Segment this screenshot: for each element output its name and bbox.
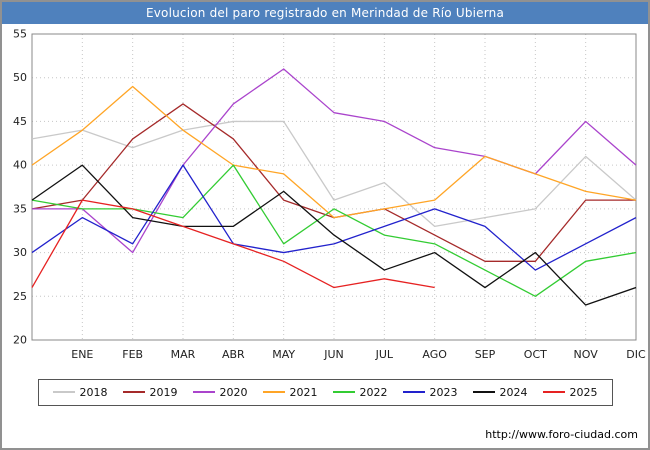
x-tick-label: JUL xyxy=(375,348,394,361)
x-tick-label: OCT xyxy=(524,348,547,361)
legend-item-2019: 2019 xyxy=(122,385,178,399)
title-bar: Evolucion del paro registrado en Merinda… xyxy=(2,2,648,24)
x-tick-label: MAY xyxy=(272,348,295,361)
x-tick-label: ABR xyxy=(222,348,245,361)
x-tick-label: SEP xyxy=(475,348,496,361)
legend-item-2024: 2024 xyxy=(472,385,528,399)
line-chart: 20 25 30 35 40 45 50 55 ENE FEB MAR ABR MAY JUN JUL AGO… xyxy=(13,28,646,362)
legend-item-2021: 2021 xyxy=(262,385,318,399)
legend-label-2023: 2023 xyxy=(429,385,458,399)
legend-label-2024: 2024 xyxy=(499,385,528,399)
legend-swatch-2021 xyxy=(262,391,285,393)
legend-label-2022: 2022 xyxy=(359,385,388,399)
legend-label-2019: 2019 xyxy=(149,385,178,399)
y-tick-label: 55 xyxy=(13,28,27,41)
legend-label-2025: 2025 xyxy=(569,385,598,399)
legend: 2018 2019 2020 2021 2022 2023 2024 2025 xyxy=(37,378,613,406)
legend-label-2018: 2018 xyxy=(79,385,108,399)
legend-swatch-2020 xyxy=(192,391,215,393)
y-tick-label: 45 xyxy=(13,115,27,128)
series-line-2023 xyxy=(31,164,637,271)
y-tick-label: 40 xyxy=(13,159,27,172)
x-tick-label: MAR xyxy=(171,348,196,361)
x-tick-label: DIC xyxy=(626,348,646,361)
series-line-2021 xyxy=(31,85,637,219)
legend-row: 2018 2019 2020 2021 2022 2023 2024 2025 xyxy=(2,378,648,406)
y-tick-label: 20 xyxy=(13,334,27,347)
y-tick-label: 30 xyxy=(13,246,27,259)
y-tick-label: 35 xyxy=(13,202,27,215)
footer-link[interactable]: http://www.foro-ciudad.com xyxy=(485,428,638,441)
x-tick-label: JUN xyxy=(323,348,344,361)
legend-swatch-2024 xyxy=(472,391,495,393)
series-line-2018 xyxy=(31,120,637,227)
chart-title: Evolucion del paro registrado en Merinda… xyxy=(145,6,505,20)
legend-item-2022: 2022 xyxy=(332,385,388,399)
y-tick-label: 50 xyxy=(13,71,27,84)
series-line-2020 xyxy=(32,68,637,254)
y-tick-label: 25 xyxy=(13,290,27,303)
x-tick-label: ENE xyxy=(71,348,93,361)
legend-swatch-2023 xyxy=(402,391,425,393)
legend-swatch-2025 xyxy=(542,391,565,393)
legend-item-2020: 2020 xyxy=(192,385,248,399)
legend-swatch-2018 xyxy=(52,391,75,393)
legend-item-2025: 2025 xyxy=(542,385,598,399)
legend-swatch-2019 xyxy=(122,391,145,393)
x-tick-label: AGO xyxy=(422,348,447,361)
legend-item-2018: 2018 xyxy=(52,385,108,399)
legend-item-2023: 2023 xyxy=(402,385,458,399)
series-line-2025 xyxy=(31,199,435,289)
x-tick-label: NOV xyxy=(574,348,599,361)
legend-swatch-2022 xyxy=(332,391,355,393)
series-line-2024 xyxy=(31,164,637,306)
legend-label-2021: 2021 xyxy=(289,385,318,399)
legend-label-2020: 2020 xyxy=(219,385,248,399)
chart-area: 20 25 30 35 40 45 50 55 ENE FEB MAR ABR MAY JUN JUL AGO… xyxy=(2,24,648,366)
x-tick-label: FEB xyxy=(122,348,143,361)
